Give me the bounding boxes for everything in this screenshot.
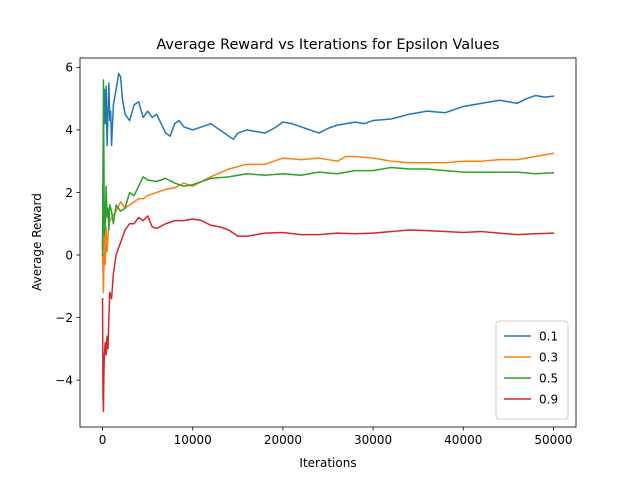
legend-label-3: 0.5 [539, 371, 558, 385]
y-tick-label: 4 [65, 123, 73, 137]
y-tick-label: −2 [55, 311, 73, 325]
x-tick-label: 0 [99, 433, 107, 447]
x-tick-label: 30000 [354, 433, 392, 447]
y-tick-label: 2 [65, 186, 73, 200]
x-tick-label: 50000 [534, 433, 572, 447]
x-tick-label: 10000 [174, 433, 212, 447]
legend-box [495, 320, 569, 420]
legend-label-4: 0.9 [539, 392, 558, 406]
plot-area: 0 10000 20000 30000 40000 50000 −4 −2 0 2 4 6 [55, 57, 577, 447]
chart-title: Average Reward vs Iterations for Epsilon… [156, 37, 499, 53]
y-axis-label: Average Reward [30, 193, 44, 291]
y-tick-label: −4 [55, 373, 73, 387]
x-tick-label: 20000 [264, 433, 302, 447]
y-tick-label: 0 [65, 248, 73, 262]
series-line-3 [101, 79, 555, 256]
series-line-1 [101, 72, 555, 250]
axes-frame [79, 57, 577, 428]
legend-label-1: 0.1 [539, 329, 558, 343]
legend: 0.1 0.3 0.5 0.9 [495, 320, 569, 420]
x-axis-label: Iterations [299, 456, 356, 470]
y-tick-label: 6 [65, 61, 73, 75]
series-line-4 [101, 215, 555, 413]
x-tick-label: 40000 [444, 433, 482, 447]
legend-label-2: 0.3 [539, 350, 558, 364]
series-lines [101, 72, 555, 413]
